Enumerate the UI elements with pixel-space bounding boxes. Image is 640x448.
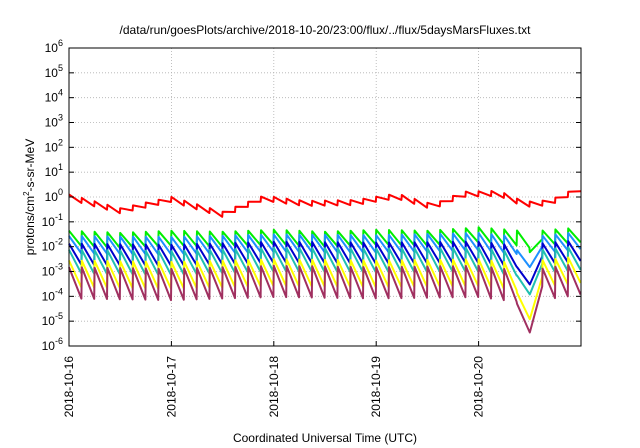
x-tick-label: 2018-10-18 <box>267 356 281 418</box>
y-tick-label: 100 <box>45 187 63 204</box>
y-tick-label: 104 <box>45 88 63 105</box>
chart-title: /data/run/goesPlots/archive/2018-10-20/2… <box>120 23 532 37</box>
y-tick-label: 10-4 <box>42 286 63 303</box>
y-tick-label: 10-6 <box>42 336 63 353</box>
series-line-6 <box>68 264 582 334</box>
y-tick-label: 101 <box>45 162 63 179</box>
y-tick-label: 10-3 <box>42 262 63 279</box>
x-tick-label: 2018-10-20 <box>472 356 486 418</box>
y-tick-label: 106 <box>45 38 63 55</box>
y-tick-label: 102 <box>45 137 63 154</box>
data-series <box>68 190 582 334</box>
y-axis-label: protons/cm2-s-sr-MeV <box>22 139 37 255</box>
y-tick-label: 10-1 <box>42 212 63 229</box>
x-tick-label: 2018-10-17 <box>164 356 178 418</box>
x-axis-label: Coordinated Universal Time (UTC) <box>233 431 417 445</box>
x-tick-label: 2018-10-19 <box>369 356 383 418</box>
x-axis-ticks: 2018-10-16 2018-10-17 2018-10-18 2018-10-19… <box>62 341 486 417</box>
series-line-0 <box>68 190 581 218</box>
y-tick-label: 103 <box>45 113 63 130</box>
y-tick-label: 10-5 <box>42 311 63 328</box>
plot-frame <box>68 47 582 347</box>
y-tick-label: 10-2 <box>42 237 63 254</box>
x-tick-label: 2018-10-16 <box>62 356 76 418</box>
y-tick-label: 105 <box>45 63 63 80</box>
